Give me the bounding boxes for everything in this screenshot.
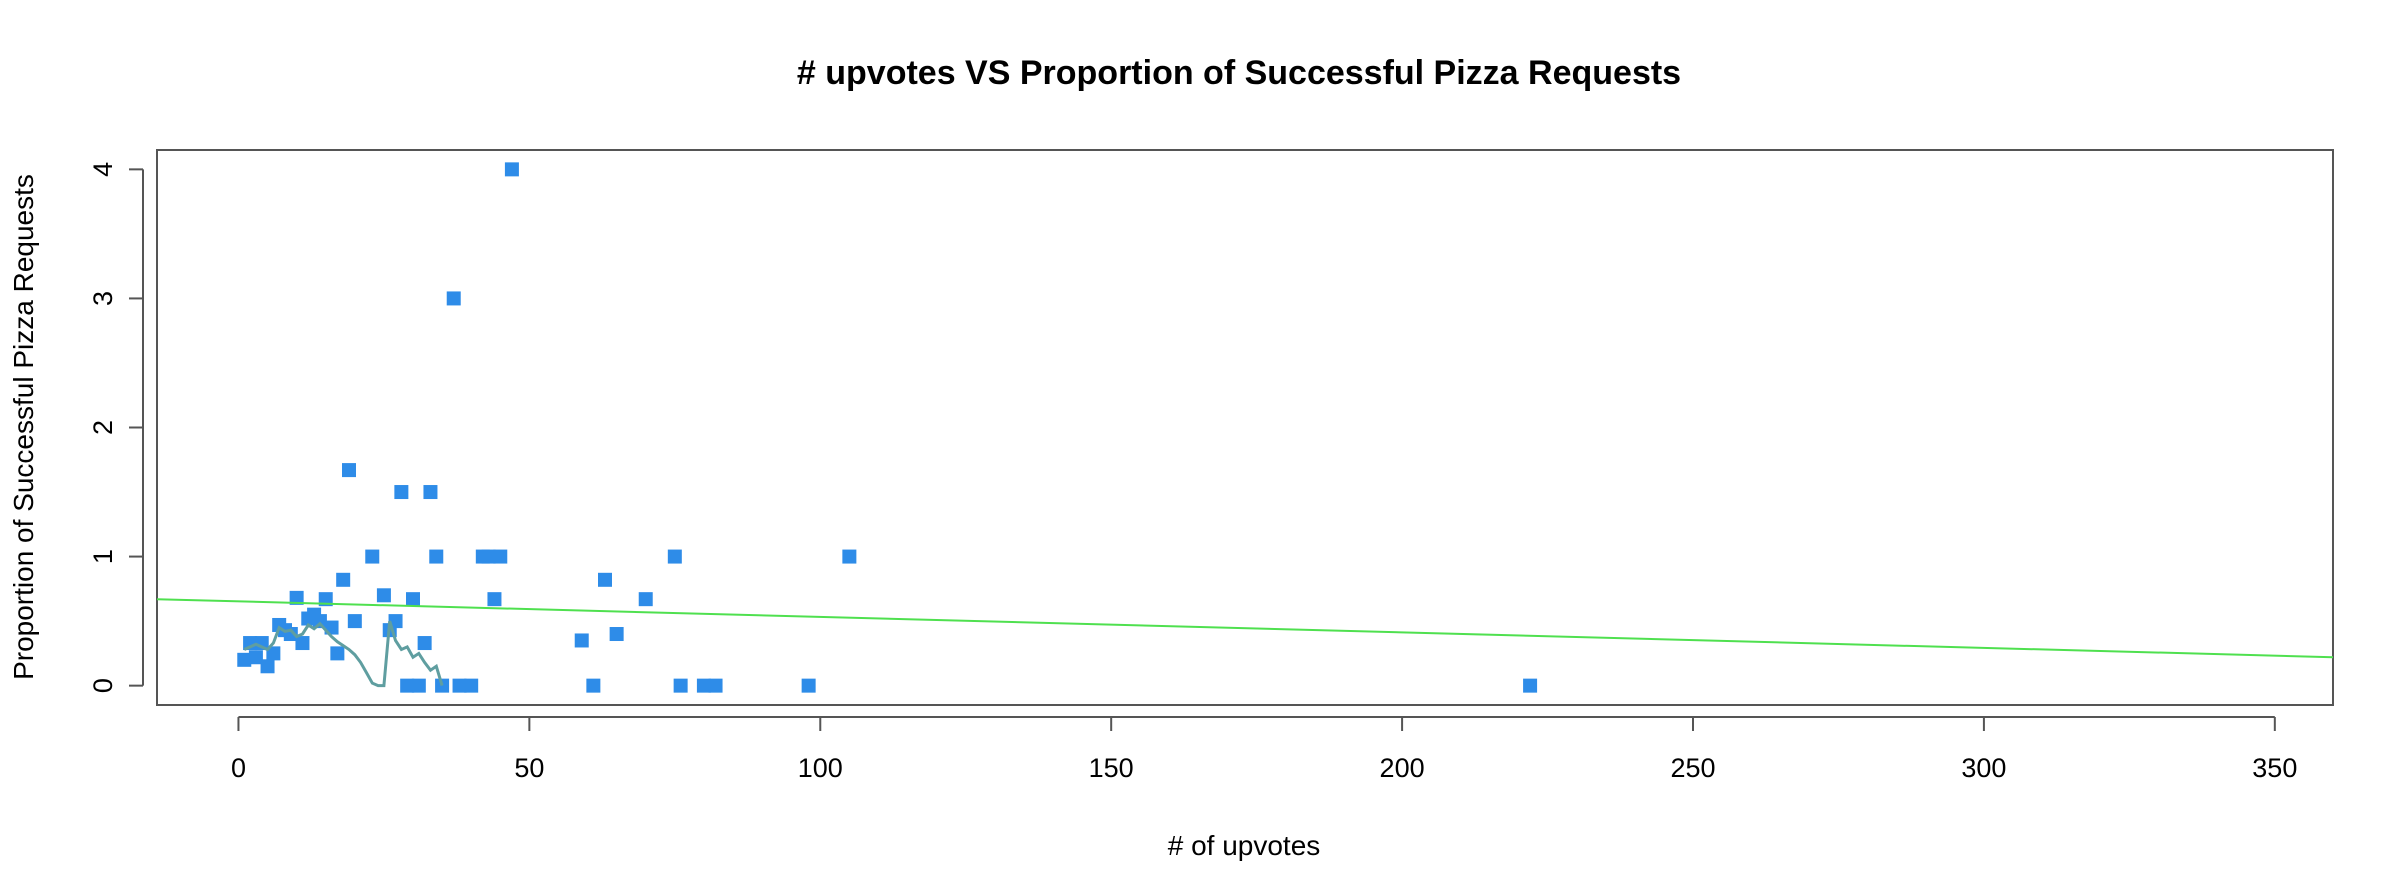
data-point [336,572,351,587]
data-point [487,592,502,607]
x-axis-label: # of upvotes [1168,830,1321,861]
data-point [435,678,450,693]
data-point [289,590,304,605]
data-point [330,646,345,661]
y-tick-label: 4 [88,162,118,177]
x-tick-label: 150 [1089,753,1134,783]
x-tick-label: 300 [1961,753,2006,783]
data-point [481,549,496,564]
data-point [248,650,263,665]
data-point [312,614,327,629]
x-tick-label: 200 [1380,753,1425,783]
x-tick-label: 50 [514,753,544,783]
y-axis: 0 1 2 3 4 [88,162,144,693]
data-point [842,549,857,564]
series-line [243,620,444,688]
data-point [417,636,432,651]
data-point [423,485,438,500]
data-point [504,162,519,177]
data-point [598,572,612,587]
data-point [347,614,362,629]
x-tick-label: 350 [2252,753,2297,783]
data-point [400,678,415,693]
plot-content [156,162,2334,693]
data-point [365,549,380,564]
y-tick-label: 1 [88,549,118,564]
data-point [708,678,723,693]
data-point [295,636,310,651]
data-point [638,592,653,607]
data-point [446,291,461,306]
data-point [260,659,275,674]
y-axis-label: Proportion of Successful Pizza Requests [8,174,39,680]
plot-frame [156,149,2334,706]
series-line [156,598,2334,659]
x-tick-label: 100 [798,753,843,783]
data-point [342,463,356,478]
data-point [452,678,467,693]
y-tick-label: 2 [88,420,118,435]
data-point [266,646,281,661]
data-point [411,678,426,693]
data-point [237,652,252,667]
data-point [586,678,601,693]
data-point [667,549,682,564]
chart-title: # upvotes VS Proportion of Successful Pi… [797,54,1681,92]
x-tick-label: 0 [231,753,246,783]
data-point [696,678,711,693]
data-point [429,549,444,564]
data-point [394,485,409,500]
data-point [464,678,479,693]
data-point [406,592,420,607]
y-tick-label: 3 [88,291,118,306]
data-point [1523,678,1538,693]
data-point [376,588,391,603]
data-point [574,633,589,648]
data-point [673,678,688,693]
data-point [493,549,508,564]
x-tick-label: 250 [1670,753,1715,783]
data-point [801,678,816,693]
y-tick-label: 0 [88,678,118,693]
x-axis: 0 50 100 150 200 250 300 350 [231,716,2297,783]
data-point [609,627,624,642]
